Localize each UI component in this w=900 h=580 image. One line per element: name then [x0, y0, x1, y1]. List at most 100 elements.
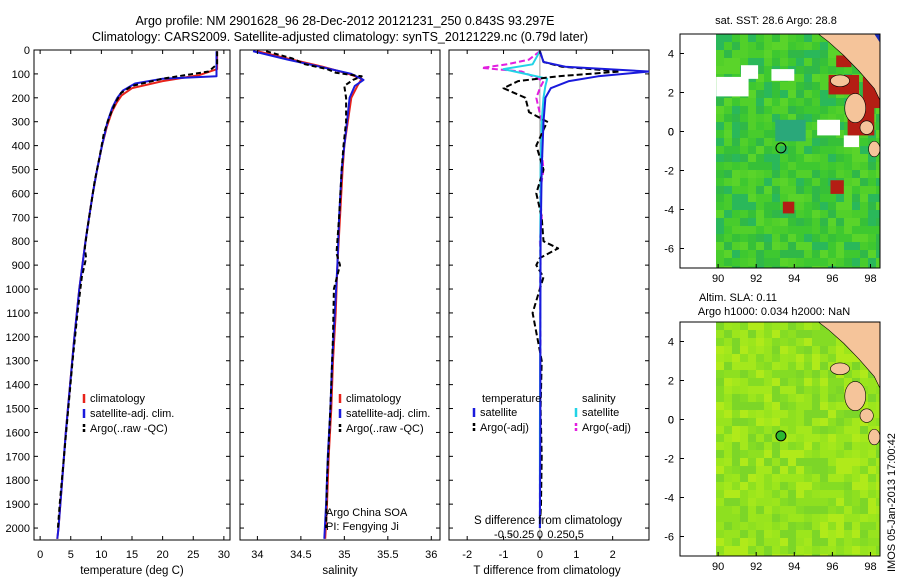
- map-cell: [716, 530, 725, 539]
- map-cell: [820, 466, 829, 475]
- map-cell: [828, 242, 837, 251]
- map-cell: [796, 442, 805, 451]
- map-cell: [852, 506, 861, 515]
- map-cell: [812, 218, 821, 227]
- map-cell: [876, 450, 880, 459]
- map-cell: [772, 50, 781, 59]
- map-cell: [820, 106, 829, 115]
- map-y-tick-label: 0: [668, 127, 674, 139]
- map-cell: [748, 522, 757, 531]
- x-tick-label: 20: [157, 549, 169, 561]
- map-cell: [716, 330, 725, 339]
- map-cell: [724, 442, 733, 451]
- map-cell: [764, 130, 773, 139]
- map-cell: [716, 146, 725, 155]
- salinity-x-ticks: 34 34.5 35 35.5 36: [251, 50, 437, 561]
- map-cell: [716, 170, 725, 179]
- map-cell: [804, 170, 813, 179]
- legend-label: Argo(..raw -QC): [346, 423, 424, 435]
- map-cell: [868, 154, 877, 163]
- map-cell: [748, 362, 757, 371]
- map-cell: [844, 266, 853, 268]
- map-cell: [748, 42, 757, 51]
- map-cell: [716, 58, 725, 67]
- map-cell: [788, 466, 797, 475]
- map-cell: [844, 146, 853, 155]
- map-cell: [820, 474, 829, 483]
- map-cell: [780, 466, 789, 475]
- map-cell: [716, 50, 725, 59]
- map-cell: [804, 402, 813, 411]
- map-cell: [820, 42, 829, 51]
- sla-map-frame: [679, 321, 881, 557]
- legend-label: Argo(-adj): [582, 422, 631, 434]
- map-cell: [732, 122, 741, 131]
- map-cell: [796, 242, 805, 251]
- map-cell: [788, 370, 797, 379]
- map-cell: [812, 474, 821, 483]
- map-cell: [716, 394, 725, 403]
- map-cell: [788, 386, 797, 395]
- x-tick-label: 30: [218, 549, 230, 561]
- map-cell: [804, 474, 813, 483]
- map-cell: [812, 42, 821, 51]
- map-cell: [868, 178, 877, 187]
- map-cell: [828, 218, 837, 227]
- map-cell: [740, 474, 749, 483]
- map-cell: [804, 362, 813, 371]
- map-cell: [724, 210, 733, 219]
- map-cell: [732, 410, 741, 419]
- map-cell: [772, 330, 781, 339]
- map-cell: [764, 154, 773, 163]
- map-cell: [788, 218, 797, 227]
- map-cell: [764, 418, 773, 427]
- map-cell: [732, 162, 741, 171]
- temperature-x-label: temperature (deg C): [80, 565, 184, 577]
- map-cell: [836, 346, 845, 355]
- map-cell: [724, 346, 733, 355]
- map-cell: [780, 354, 789, 363]
- map-cell: [820, 50, 829, 59]
- map-cell: [796, 210, 805, 219]
- map-cell: [836, 378, 845, 387]
- map-cell: [844, 506, 853, 515]
- map-cell: [716, 402, 725, 411]
- island: [830, 362, 850, 375]
- map-cell: [828, 250, 837, 259]
- map-cell: [836, 146, 845, 155]
- map-cell: [716, 242, 725, 251]
- temperature-satellite-line: [56, 51, 218, 539]
- map-cell: [804, 34, 813, 43]
- map-cell: [732, 210, 741, 219]
- map-cell: [876, 386, 880, 395]
- map-cell: [756, 34, 765, 43]
- map-cell: [804, 114, 813, 123]
- map-cell: [796, 378, 805, 387]
- map-cell: [804, 410, 813, 419]
- map-cell: [836, 522, 845, 531]
- corner-patch: [874, 34, 880, 43]
- map-cell: [804, 546, 813, 555]
- map-cell: [820, 554, 829, 556]
- map-cell: [820, 194, 829, 203]
- map-cell: [828, 210, 837, 219]
- map-cell: [748, 34, 757, 43]
- map-cell: [860, 490, 869, 499]
- map-cell: [748, 162, 757, 171]
- map-cell: [716, 538, 725, 547]
- map-cell: [764, 82, 773, 91]
- map-cell: [748, 178, 757, 187]
- map-cell: [812, 98, 821, 107]
- map-cell: [772, 226, 781, 235]
- map-cell: [860, 162, 869, 171]
- map-cell: [804, 538, 813, 547]
- map-cell: [828, 386, 837, 395]
- map-cell: [868, 442, 877, 451]
- map-cell: [812, 242, 821, 251]
- map-cell: [868, 530, 877, 539]
- map-cell: [820, 386, 829, 395]
- map-cell: [764, 346, 773, 355]
- map-cell: [852, 370, 861, 379]
- map-cell: [764, 202, 773, 211]
- map-cell: [820, 346, 829, 355]
